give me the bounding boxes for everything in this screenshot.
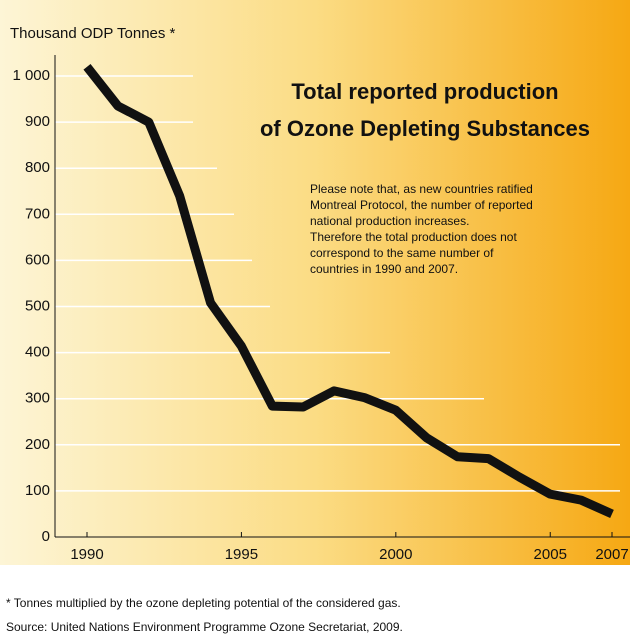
- y-tick-label: 700: [25, 205, 50, 222]
- chart-title: of Ozone Depleting Substances: [260, 116, 590, 141]
- x-tick-label: 2005: [534, 546, 567, 563]
- footnote: * Tonnes multiplied by the ozone depleti…: [6, 596, 401, 610]
- y-tick-label: 900: [25, 113, 50, 130]
- y-tick-label: 400: [25, 344, 50, 361]
- note: Therefore the total production does not: [310, 230, 517, 244]
- y-tick-label: 300: [25, 390, 50, 407]
- y-tick-label: 0: [42, 528, 50, 545]
- note: Montreal Protocol, the number of reporte…: [310, 198, 533, 212]
- x-tick-label: 2000: [379, 546, 412, 563]
- x-tick-label: 2007: [595, 546, 628, 563]
- source: Source: United Nations Environment Progr…: [6, 620, 403, 634]
- note: Please note that, as new countries ratif…: [310, 182, 533, 196]
- chart-title: Total reported production: [291, 79, 558, 104]
- x-tick-label: 1995: [225, 546, 258, 563]
- y-tick-label: 500: [25, 297, 50, 314]
- x-tick-label: 1990: [70, 546, 103, 563]
- y-tick-label: 200: [25, 436, 50, 453]
- y-axis-label: Thousand ODP Tonnes *: [10, 25, 176, 42]
- y-tick-label: 1 000: [12, 67, 50, 84]
- y-tick-label: 800: [25, 159, 50, 176]
- note: correspond to the same number of: [310, 246, 494, 260]
- note: national production increases.: [310, 214, 469, 228]
- y-tick-label: 600: [25, 251, 50, 268]
- y-tick-label: 100: [25, 482, 50, 499]
- note: countries in 1990 and 2007.: [310, 262, 458, 276]
- data-line: [83, 63, 614, 519]
